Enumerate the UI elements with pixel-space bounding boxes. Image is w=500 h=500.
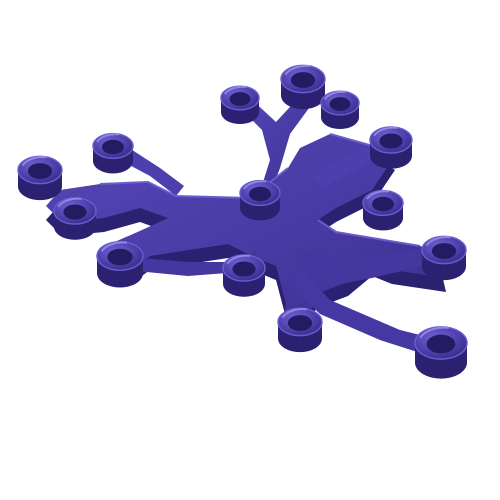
stud-far-right	[421, 235, 467, 281]
plate-top	[46, 96, 446, 356]
studs	[17, 64, 468, 379]
stud-upper-left	[92, 132, 134, 174]
stud-top-left	[220, 85, 260, 125]
stud-lower-left	[96, 240, 144, 288]
stud-left	[17, 155, 63, 201]
stud-upper-right	[369, 126, 413, 169]
stud-bottom-right	[414, 326, 468, 379]
stud-lower-center	[222, 254, 266, 297]
stud-bottom-center	[277, 307, 323, 353]
stud-center	[239, 179, 281, 221]
stud-top	[280, 64, 326, 110]
stud-right	[362, 189, 404, 231]
stud-left-lower	[53, 197, 97, 240]
stud-top-right	[320, 90, 360, 130]
